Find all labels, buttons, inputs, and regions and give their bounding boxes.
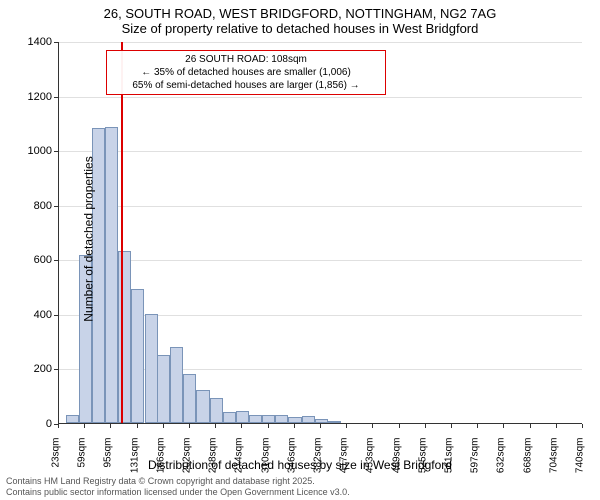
- x-tick-mark: [110, 424, 111, 428]
- x-tick-mark: [582, 424, 583, 428]
- x-tick-mark: [503, 424, 504, 428]
- histogram-bar: [170, 347, 183, 423]
- x-tick-mark: [268, 424, 269, 428]
- x-tick-mark: [163, 424, 164, 428]
- x-tick-label: 274sqm: [234, 438, 245, 478]
- histogram-bar: [302, 416, 315, 423]
- property-marker-line: [121, 42, 123, 423]
- x-tick-label: 59sqm: [77, 438, 88, 478]
- y-tick-label: 1200: [28, 91, 52, 103]
- y-axis-label: Number of detached properties: [82, 156, 96, 321]
- y-tick-mark: [54, 97, 58, 98]
- x-tick-label: 310sqm: [260, 438, 271, 478]
- x-tick-mark: [294, 424, 295, 428]
- histogram-bar: [131, 289, 144, 423]
- x-tick-label: 632sqm: [496, 438, 507, 478]
- footer-line2: Contains public sector information licen…: [6, 487, 350, 498]
- gridline: [59, 151, 582, 152]
- x-tick-mark: [320, 424, 321, 428]
- histogram-bar: [328, 421, 341, 423]
- x-tick-label: 382sqm: [313, 438, 324, 478]
- histogram-bar: [315, 419, 328, 423]
- x-tick-mark: [425, 424, 426, 428]
- y-tick-label: 400: [34, 309, 52, 321]
- x-tick-label: 202sqm: [182, 438, 193, 478]
- x-tick-label: 704sqm: [548, 438, 559, 478]
- y-tick-mark: [54, 151, 58, 152]
- gridline: [59, 260, 582, 261]
- x-tick-label: 346sqm: [286, 438, 297, 478]
- x-tick-mark: [372, 424, 373, 428]
- x-tick-label: 597sqm: [470, 438, 481, 478]
- x-tick-label: 166sqm: [155, 438, 166, 478]
- histogram-bar: [210, 398, 223, 423]
- chart-title-sub: Size of property relative to detached ho…: [0, 21, 600, 40]
- x-tick-label: 668sqm: [522, 438, 533, 478]
- x-tick-mark: [530, 424, 531, 428]
- y-tick-mark: [54, 315, 58, 316]
- gridline: [59, 206, 582, 207]
- x-tick-mark: [399, 424, 400, 428]
- x-tick-mark: [215, 424, 216, 428]
- x-tick-mark: [241, 424, 242, 428]
- x-tick-label: 740sqm: [575, 438, 586, 478]
- annotation-line1: 26 SOUTH ROAD: 108sqm: [113, 53, 379, 66]
- annotation-box: 26 SOUTH ROAD: 108sqm ← 35% of detached …: [106, 50, 386, 95]
- histogram-bar: [183, 374, 196, 423]
- y-tick-label: 1400: [28, 36, 52, 48]
- x-tick-mark: [189, 424, 190, 428]
- chart-title-main: 26, SOUTH ROAD, WEST BRIDGFORD, NOTTINGH…: [0, 0, 600, 21]
- x-tick-mark: [556, 424, 557, 428]
- x-tick-mark: [477, 424, 478, 428]
- x-tick-label: 23sqm: [51, 438, 62, 478]
- footer-line1: Contains HM Land Registry data © Crown c…: [6, 476, 350, 487]
- x-tick-label: 238sqm: [208, 438, 219, 478]
- y-tick-label: 200: [34, 363, 52, 375]
- histogram-bar: [145, 314, 158, 423]
- histogram-bar: [157, 355, 170, 423]
- y-tick-label: 800: [34, 200, 52, 212]
- x-tick-mark: [451, 424, 452, 428]
- x-tick-mark: [84, 424, 85, 428]
- y-tick-label: 0: [46, 418, 52, 430]
- x-tick-label: 131sqm: [129, 438, 140, 478]
- histogram-bar: [66, 415, 79, 423]
- x-tick-label: 453sqm: [365, 438, 376, 478]
- gridline: [59, 97, 582, 98]
- histogram-bar: [223, 412, 236, 423]
- y-tick-label: 1000: [28, 145, 52, 157]
- x-tick-label: 95sqm: [103, 438, 114, 478]
- footer-attribution: Contains HM Land Registry data © Crown c…: [6, 476, 350, 498]
- histogram-bar: [262, 415, 275, 423]
- x-tick-mark: [346, 424, 347, 428]
- x-tick-label: 417sqm: [339, 438, 350, 478]
- x-tick-mark: [58, 424, 59, 428]
- histogram-bar: [249, 415, 262, 423]
- histogram-bar: [236, 411, 249, 423]
- x-tick-label: 489sqm: [391, 438, 402, 478]
- x-tick-label: 525sqm: [417, 438, 428, 478]
- x-tick-label: 561sqm: [444, 438, 455, 478]
- y-tick-mark: [54, 369, 58, 370]
- histogram-bar: [105, 127, 118, 423]
- y-tick-mark: [54, 206, 58, 207]
- gridline: [59, 42, 582, 43]
- histogram-bar: [275, 415, 288, 423]
- y-tick-mark: [54, 260, 58, 261]
- annotation-line2: ← 35% of detached houses are smaller (1,…: [113, 66, 379, 79]
- histogram-chart: 26, SOUTH ROAD, WEST BRIDGFORD, NOTTINGH…: [0, 0, 600, 500]
- x-axis-label: Distribution of detached houses by size …: [0, 458, 600, 472]
- histogram-bar: [288, 417, 301, 423]
- y-tick-label: 600: [34, 254, 52, 266]
- annotation-line3: 65% of semi-detached houses are larger (…: [113, 79, 379, 92]
- histogram-bar: [196, 390, 209, 423]
- y-tick-mark: [54, 42, 58, 43]
- plot-area: [58, 42, 582, 424]
- x-tick-mark: [137, 424, 138, 428]
